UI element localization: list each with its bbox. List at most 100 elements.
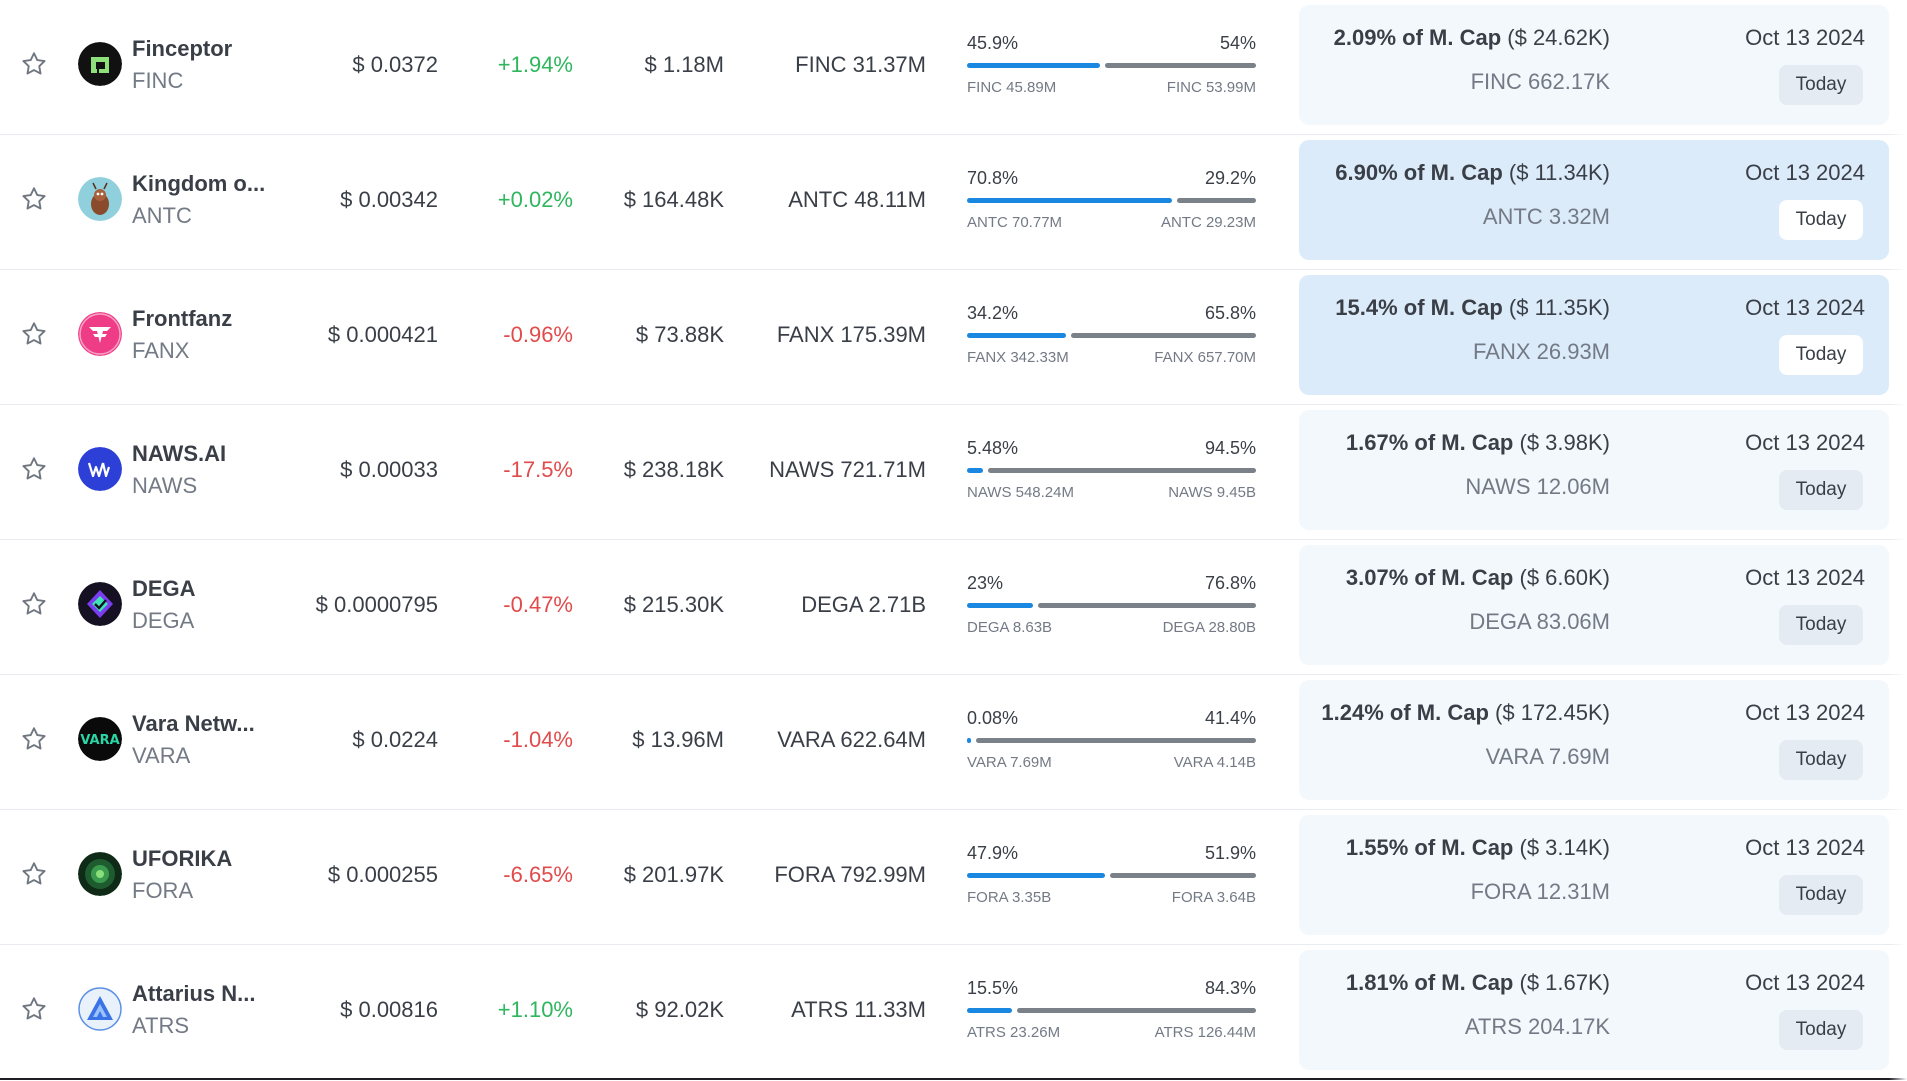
token-name[interactable]: Attarius N... — [132, 981, 256, 1006]
locked-percent: 94.5% — [1204, 438, 1256, 458]
price-change-24h: -6.65% — [503, 862, 573, 887]
countdown-badge[interactable]: Today — [1779, 605, 1863, 645]
unlock-progress-fill — [967, 1008, 1012, 1013]
table-row[interactable]: DEGA DEGA $ 0.0000795 -0.47% $ 215.30K D… — [0, 540, 1907, 675]
unlock-progress-bar — [967, 468, 1256, 473]
unlocked-percent: 15.5% — [967, 978, 1019, 998]
table-row[interactable]: VARA Vara Netw... VARA $ 0.0224 -1.04% $… — [0, 675, 1907, 810]
token-name[interactable]: Frontfanz — [132, 306, 233, 331]
token-price: $ 0.000255 — [327, 862, 438, 887]
next-unlock-value: ($ 6.60K) — [1519, 565, 1611, 590]
countdown-badge[interactable]: Today — [1779, 335, 1863, 375]
unlocked-percent: 5.48% — [967, 438, 1019, 458]
unlock-progress-fill — [967, 603, 1033, 608]
token-name[interactable]: DEGA — [132, 576, 196, 601]
table-row[interactable]: UFORIKA FORA $ 0.000255 -6.65% $ 201.97K… — [0, 810, 1907, 945]
next-unlock-date: Oct 13 2024 — [1745, 970, 1865, 995]
next-unlock-card[interactable]: 1.67% of M. Cap ($ 3.98K) NAWS 12.06M Oc… — [1299, 410, 1889, 530]
star-favorite-icon[interactable] — [20, 320, 48, 348]
circulating-supply: DEGA 2.71B — [801, 592, 926, 617]
locked-amount: NAWS 9.45B — [1168, 484, 1256, 501]
next-unlock-card[interactable]: 15.4% of M. Cap ($ 11.35K) FANX 26.93M O… — [1299, 275, 1889, 395]
unlock-progress-bar — [967, 1008, 1256, 1013]
table-row[interactable]: Frontfanz FANX $ 0.000421 -0.96% $ 73.88… — [0, 270, 1907, 405]
attarius-logo-icon — [78, 987, 122, 1031]
next-unlock-card[interactable]: 1.24% of M. Cap ($ 172.45K) VARA 7.69M O… — [1299, 680, 1889, 800]
star-favorite-icon[interactable] — [20, 455, 48, 483]
unlocked-percent: 70.8% — [967, 168, 1019, 188]
market-cap: $ 238.18K — [623, 457, 724, 482]
star-favorite-icon[interactable] — [20, 860, 48, 888]
market-cap: $ 1.18M — [644, 52, 725, 77]
unlocked-amount: FINC 45.89M — [967, 79, 1057, 96]
token-name[interactable]: NAWS.AI — [132, 441, 227, 466]
star-favorite-icon[interactable] — [20, 185, 48, 213]
table-row[interactable]: NAWS.AI NAWS $ 0.00033 -17.5% $ 238.18K … — [0, 405, 1907, 540]
token-name[interactable]: UFORIKA — [132, 846, 233, 871]
market-cap: $ 73.88K — [635, 322, 724, 347]
next-unlock-date: Oct 13 2024 — [1745, 835, 1865, 860]
countdown-badge[interactable]: Today — [1779, 65, 1863, 105]
next-unlock-summary: 6.90% of M. Cap ($ 11.34K) — [1335, 160, 1610, 186]
next-unlock-summary: 1.24% of M. Cap ($ 172.45K) — [1321, 700, 1610, 726]
next-unlock-date: Oct 13 2024 — [1745, 565, 1865, 590]
unlock-progress-fill — [967, 198, 1172, 203]
unlocked-amount: FANX 342.33M — [967, 349, 1069, 366]
next-unlock-summary: 3.07% of M. Cap ($ 6.60K) — [1346, 565, 1610, 591]
token-name[interactable]: Finceptor — [132, 36, 233, 61]
countdown-badge[interactable]: Today — [1779, 470, 1863, 510]
table-row[interactable]: Attarius N... ATRS $ 0.00816 +1.10% $ 92… — [0, 945, 1907, 1080]
next-unlock-card[interactable]: 1.81% of M. Cap ($ 1.67K) ATRS 204.17K O… — [1299, 950, 1889, 1070]
next-unlock-percent: 3.07% of M. Cap — [1345, 565, 1514, 590]
token-price: $ 0.0000795 — [315, 592, 438, 617]
finceptor-logo-icon — [78, 42, 122, 86]
next-unlock-percent: 1.81% of M. Cap — [1345, 970, 1514, 995]
countdown-badge[interactable]: Today — [1779, 740, 1863, 780]
token-symbol: FANX — [132, 338, 190, 363]
next-unlock-percent: 1.24% of M. Cap — [1321, 700, 1489, 725]
next-unlock-amount: FINC 662.17K — [1470, 69, 1610, 94]
token-name[interactable]: Vara Netw... — [132, 711, 255, 736]
next-unlock-card[interactable]: 2.09% of M. Cap ($ 24.62K) FINC 662.17K … — [1299, 5, 1889, 125]
locked-amount: ANTC 29.23M — [1160, 214, 1256, 231]
next-unlock-amount: DEGA 83.06M — [1469, 609, 1610, 634]
circulating-supply: VARA 622.64M — [777, 727, 926, 752]
countdown-badge[interactable]: Today — [1779, 1010, 1863, 1050]
naws-logo-icon — [78, 447, 122, 491]
star-favorite-icon[interactable] — [20, 995, 48, 1023]
unlock-progress-fill — [967, 468, 983, 473]
countdown-badge[interactable]: Today — [1779, 200, 1863, 240]
token-symbol: DEGA — [132, 608, 195, 633]
unlocked-percent: 45.9% — [967, 33, 1019, 53]
market-cap: $ 164.48K — [623, 187, 724, 212]
unlock-progress-remaining — [1071, 333, 1256, 338]
next-unlock-amount: FANX 26.93M — [1473, 339, 1610, 364]
next-unlock-amount: NAWS 12.06M — [1465, 474, 1610, 499]
next-unlock-card[interactable]: 6.90% of M. Cap ($ 11.34K) ANTC 3.32M Oc… — [1299, 140, 1889, 260]
token-name[interactable]: Kingdom o... — [132, 171, 266, 196]
unlocked-percent: 23% — [967, 573, 1004, 593]
table-row[interactable]: Finceptor FINC $ 0.0372 +1.94% $ 1.18M F… — [0, 0, 1907, 135]
table-row[interactable]: Kingdom o... ANTC $ 0.00342 +0.02% $ 164… — [0, 135, 1907, 270]
unlocked-amount: FORA 3.35B — [967, 889, 1052, 906]
next-unlock-card[interactable]: 1.55% of M. Cap ($ 3.14K) FORA 12.31M Oc… — [1299, 815, 1889, 935]
star-favorite-icon[interactable] — [20, 590, 48, 618]
unlocked-percent: 34.2% — [967, 303, 1019, 323]
next-unlock-summary: 2.09% of M. Cap ($ 24.62K) — [1334, 25, 1610, 51]
token-symbol: FORA — [132, 878, 194, 903]
next-unlock-amount: FORA 12.31M — [1470, 879, 1610, 904]
next-unlock-value: ($ 3.14K) — [1519, 835, 1611, 860]
locked-amount: FINC 53.99M — [1166, 79, 1256, 96]
locked-percent: 41.4% — [1204, 708, 1256, 728]
next-unlock-date: Oct 13 2024 — [1745, 295, 1865, 320]
next-unlock-card[interactable]: 3.07% of M. Cap ($ 6.60K) DEGA 83.06M Oc… — [1299, 545, 1889, 665]
next-unlock-percent: 1.67% of M. Cap — [1345, 430, 1514, 455]
star-favorite-icon[interactable] — [20, 725, 48, 753]
unlocked-amount: ANTC 70.77M — [967, 214, 1063, 231]
star-favorite-icon[interactable] — [20, 50, 48, 78]
next-unlock-summary: 15.4% of M. Cap ($ 11.35K) — [1335, 295, 1610, 321]
unlocked-percent: 0.08% — [967, 708, 1019, 728]
kingdom-logo-icon — [78, 177, 122, 221]
countdown-badge[interactable]: Today — [1779, 875, 1863, 915]
unlock-progress-fill — [967, 333, 1066, 338]
